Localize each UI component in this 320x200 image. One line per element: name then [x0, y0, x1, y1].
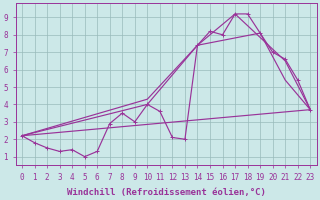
- X-axis label: Windchill (Refroidissement éolien,°C): Windchill (Refroidissement éolien,°C): [67, 188, 266, 197]
